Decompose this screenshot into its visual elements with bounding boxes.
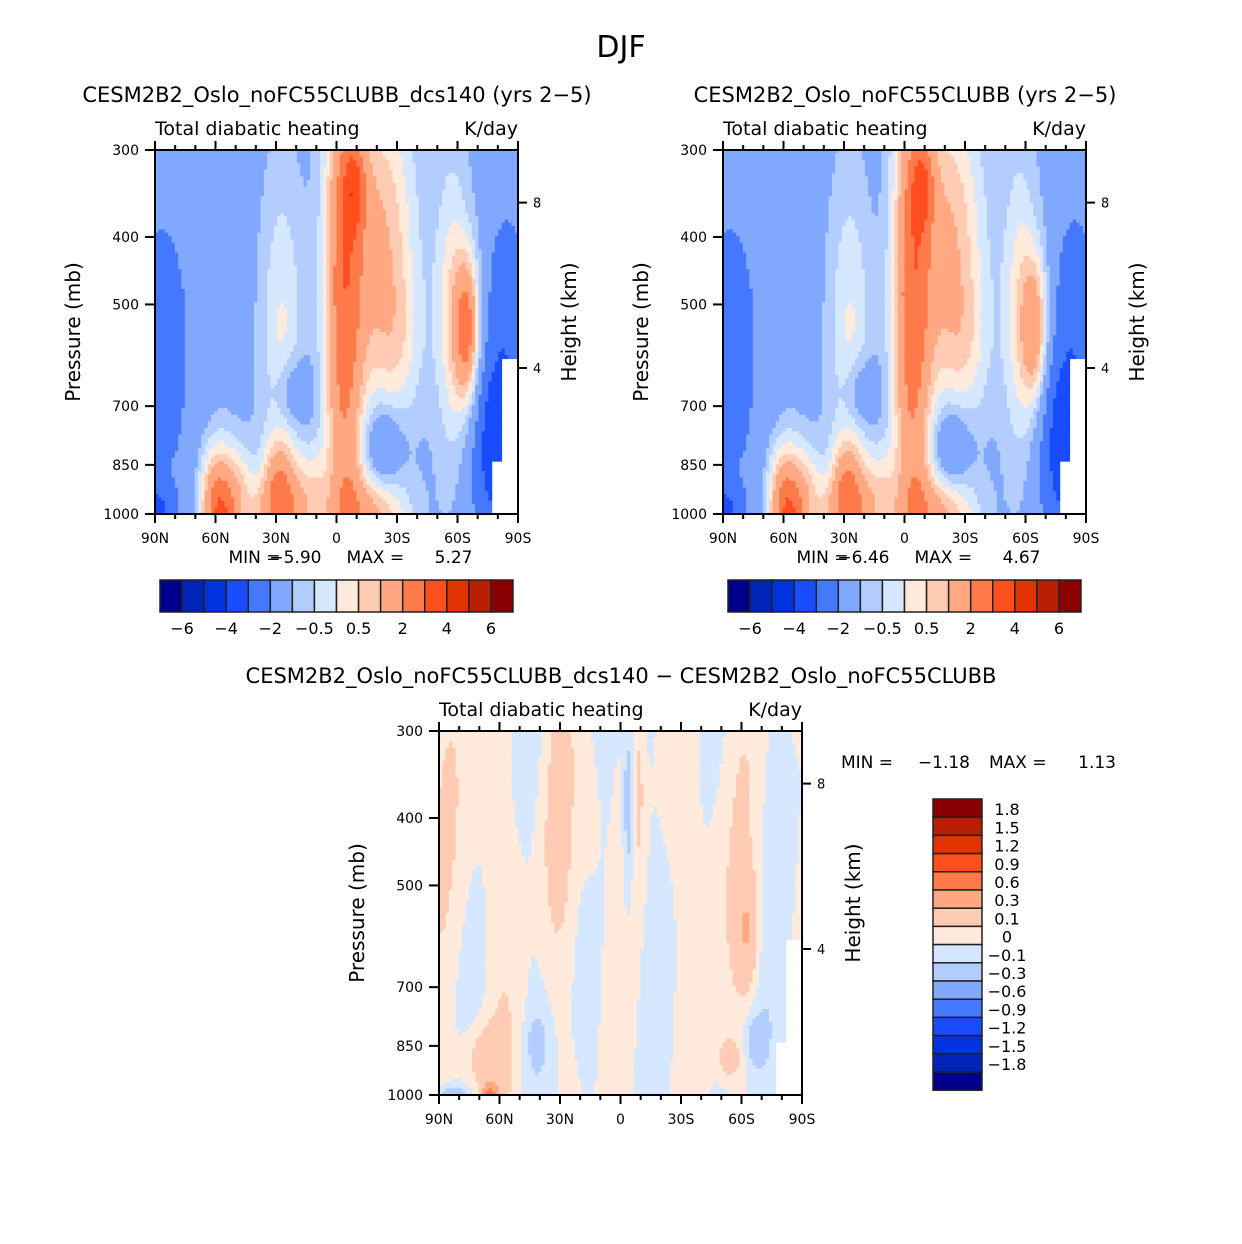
left-string: Total diabatic heating (154, 118, 360, 140)
figure: DJF CESM2B2_Oslo_noFC55CLUBB_dcs140 (yrs… (0, 0, 1242, 1244)
right-string: K/day (464, 118, 518, 140)
panel-title: CESM2B2_Oslo_noFC55CLUBB_dcs140 (yrs 2−5… (82, 83, 591, 108)
panel-dcs140: CESM2B2_Oslo_noFC55CLUBB_dcs140 (yrs 2−5… (61, 83, 592, 638)
figure-title: DJF (596, 30, 645, 65)
contour-field (155, 150, 519, 515)
